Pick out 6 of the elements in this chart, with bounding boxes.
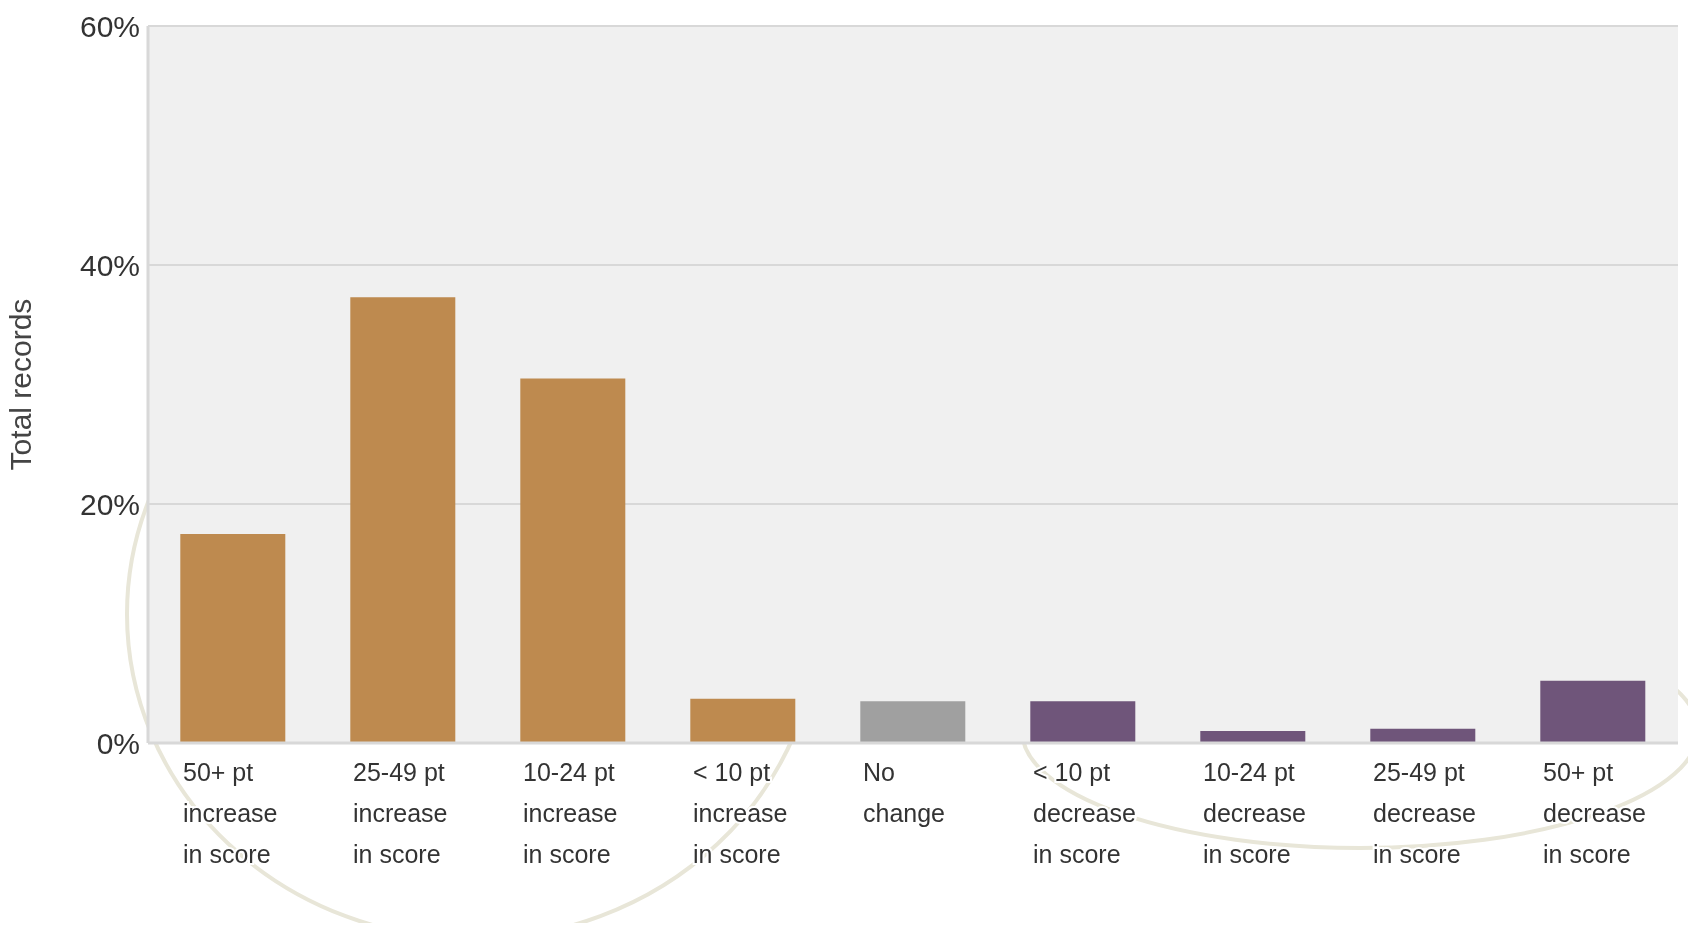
y-tick-label: 20% [79,487,140,521]
bar [860,701,966,743]
x-tick-label: No change [863,758,946,827]
y-axis-title: Total records [3,298,37,471]
y-tick-label: 60% [79,9,140,43]
y-tick-label: 40% [79,248,140,282]
